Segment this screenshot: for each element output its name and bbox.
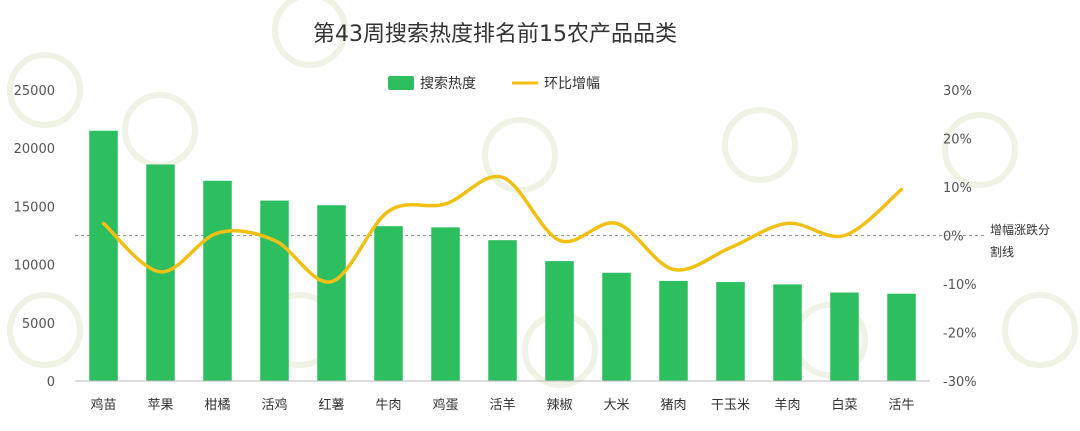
bar: [602, 272, 631, 381]
category-label: 大米: [603, 398, 629, 413]
category-label: 牛肉: [375, 398, 401, 413]
category-label: 活鸡: [261, 397, 287, 413]
right-tick-label: 0%: [943, 230, 964, 245]
left-tick-label: 0: [47, 375, 55, 390]
bar: [203, 180, 232, 381]
category-labels: 鸡苗 苹果 柑橘 活鸡 红薯 牛肉 鸡蛋 活羊 辣椒 大米 猪肉 干玉米 羊肉 白菜 活牛: [90, 397, 914, 413]
right-tick-label: 30%: [943, 84, 972, 99]
bar: [431, 227, 460, 381]
right-axis: -30% -20% -10% 0% 10% 20% 30%: [943, 84, 977, 390]
bar: [374, 226, 403, 381]
left-tick-label: 5000: [22, 317, 55, 332]
category-label: 干玉米: [711, 398, 750, 413]
right-tick-label: -20%: [943, 327, 977, 342]
chart-title: 第43周搜索热度排名前15农产品品类: [313, 22, 677, 47]
right-tick-label: 20%: [943, 133, 972, 148]
legend-bar-swatch: [388, 76, 414, 90]
legend: 搜索热度 环比增幅: [388, 75, 600, 92]
right-tick-label: -10%: [943, 278, 977, 293]
legend-label-line: 环比增幅: [544, 76, 600, 92]
bar: [488, 240, 517, 381]
category-label: 活牛: [888, 398, 914, 413]
bar: [545, 261, 574, 381]
right-tick-label: -30%: [943, 375, 977, 390]
left-axis: 0 5000 10000 15000 20000 25000: [14, 84, 55, 390]
category-label: 羊肉: [774, 397, 800, 413]
bar: [830, 292, 859, 381]
right-tick-label: 10%: [943, 181, 972, 196]
left-tick-label: 15000: [14, 200, 55, 215]
category-label: 辣椒: [546, 398, 572, 413]
category-label: 红薯: [318, 397, 344, 413]
reference-line-label-part2: 割线: [990, 244, 1014, 259]
category-label: 白菜: [831, 397, 857, 413]
category-label: 苹果: [147, 398, 173, 413]
category-label: 鸡蛋: [432, 397, 458, 413]
bar: [716, 282, 745, 381]
reference-line-label-part1: 增幅涨跌分: [990, 222, 1050, 237]
bar: [773, 284, 802, 381]
bar: [659, 280, 688, 381]
bar: [887, 293, 916, 381]
category-label: 柑橘: [204, 397, 230, 413]
bar-series: [89, 130, 916, 381]
left-tick-label: 25000: [14, 84, 55, 99]
growth-line: [101, 174, 904, 284]
bar: [317, 205, 346, 381]
left-tick-label: 10000: [14, 259, 55, 274]
category-label: 活羊: [489, 397, 515, 413]
category-label: 鸡苗: [90, 397, 116, 413]
legend-label-bar: 搜索热度: [420, 75, 476, 92]
line-series: [101, 174, 904, 284]
bar: [89, 130, 118, 381]
left-tick-label: 20000: [14, 142, 55, 157]
category-label: 猪肉: [660, 398, 686, 413]
bar: [260, 200, 289, 381]
